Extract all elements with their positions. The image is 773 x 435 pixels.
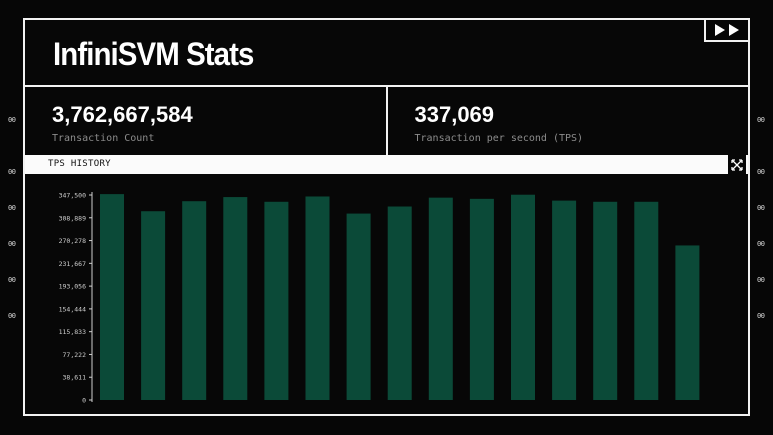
y-tick-label: 115,833 <box>59 328 86 336</box>
double-play-icon <box>729 24 739 36</box>
y-axis: 0 38,611 77,222 115,833 154,444 193,056 231,66… <box>59 192 93 405</box>
tps-bar <box>223 197 248 400</box>
stat-tps: 337,069 Transaction per second (TPS) <box>385 87 749 157</box>
stat-transaction-count: 3,762,667,584 Transaction Count <box>25 87 386 157</box>
y-tick-label: 154,444 <box>59 305 86 313</box>
tps-bar <box>100 194 124 400</box>
stats-row: 3,762,667,584 Transaction Count 337,069 … <box>25 85 748 157</box>
play-button[interactable] <box>704 20 748 42</box>
y-tick-label: 77,222 <box>63 351 87 359</box>
expand-arrows-icon <box>731 158 743 171</box>
tps-bar <box>511 194 535 400</box>
tps-bar <box>634 201 659 400</box>
side-marker-left: 00 <box>8 116 16 124</box>
side-marker-right: 00 <box>757 168 765 176</box>
expand-button[interactable] <box>728 155 746 174</box>
stats-panel: InfiniSVM Stats 3,762,667,584 Transactio… <box>23 18 750 416</box>
y-tick-label: 347,500 <box>59 192 86 200</box>
tps-bar <box>141 211 166 400</box>
tps-bar <box>593 201 618 400</box>
y-tick-label: 308,889 <box>59 214 86 222</box>
tps-bar <box>305 196 330 400</box>
side-marker-left: 00 <box>8 312 16 320</box>
side-marker-left: 00 <box>8 276 16 284</box>
tps-bar <box>387 206 412 400</box>
tps-history-chart: 0 38,611 77,222 115,833 154,444 193,056 231,66… <box>25 174 748 416</box>
y-tick-label: 0 <box>82 397 86 405</box>
double-play-icon <box>715 24 725 36</box>
transaction-count-label: Transaction Count <box>52 133 155 144</box>
y-tick-label: 270,278 <box>59 237 86 245</box>
tps-bar <box>264 201 289 400</box>
y-tick-label: 193,056 <box>59 283 86 291</box>
tps-history-header: TPS HISTORY <box>25 155 748 174</box>
tps-chart-svg: 0 38,611 77,222 115,833 154,444 193,056 231,66… <box>59 192 700 405</box>
tps-bar <box>428 197 453 400</box>
tps-history-title: TPS HISTORY <box>48 159 111 169</box>
side-marker-right: 00 <box>757 116 765 124</box>
side-marker-right: 00 <box>757 240 765 248</box>
tps-value: 337,069 <box>414 102 495 127</box>
page-title: InfiniSVM Stats <box>53 36 254 72</box>
side-marker-right: 00 <box>757 204 765 212</box>
transaction-count-value: 3,762,667,584 <box>52 102 193 127</box>
tps-label: Transaction per second (TPS) <box>414 133 584 144</box>
side-marker-left: 00 <box>8 240 16 248</box>
tps-bar <box>675 245 700 400</box>
tps-bar <box>552 200 577 400</box>
tps-bar <box>346 213 371 400</box>
side-marker-left: 00 <box>8 204 16 212</box>
y-tick-label: 231,667 <box>59 260 86 268</box>
tps-bar <box>469 198 494 400</box>
bars-group <box>100 194 700 400</box>
tps-bar <box>182 201 207 400</box>
side-marker-right: 00 <box>757 312 765 320</box>
y-tick-label: 38,611 <box>63 374 87 382</box>
side-marker-left: 00 <box>8 168 16 176</box>
side-marker-right: 00 <box>757 276 765 284</box>
